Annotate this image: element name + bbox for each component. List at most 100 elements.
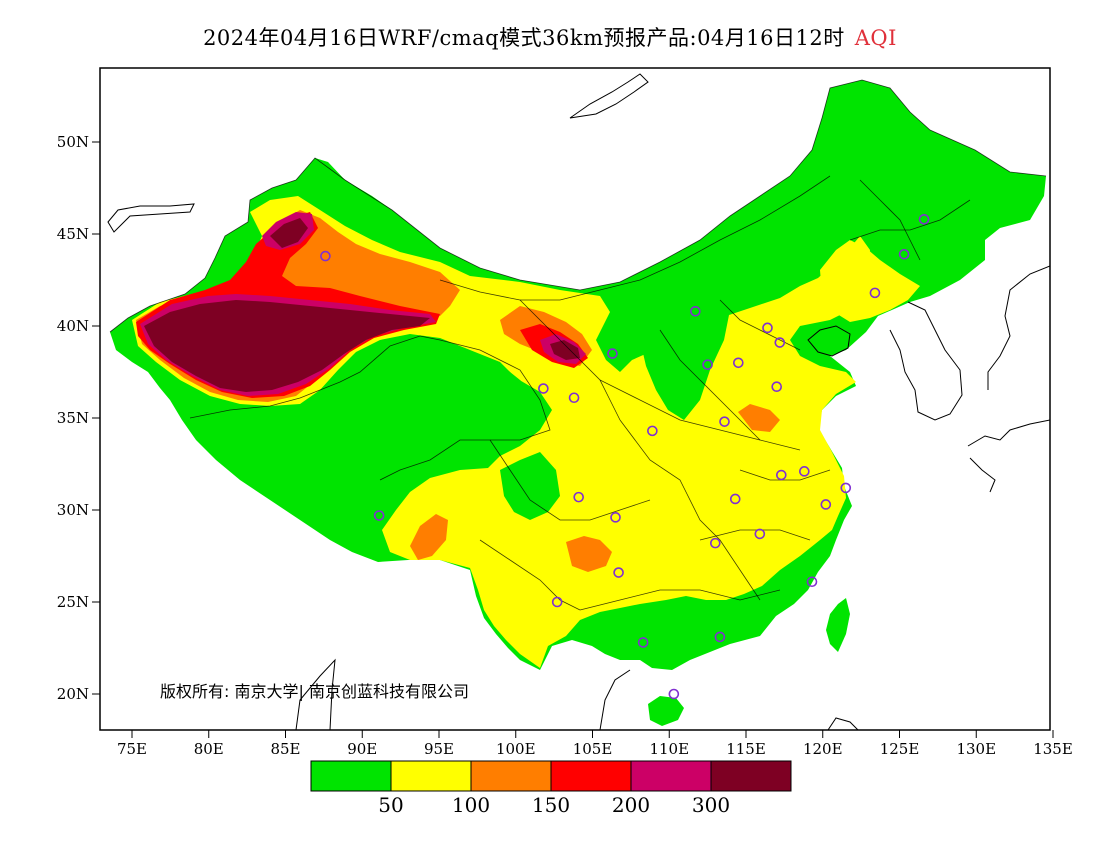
latitude-axis: 50N 45N 40N 35N 30N 25N 20N [57, 133, 100, 703]
taiwan-island [826, 598, 850, 652]
station-marker [898, 248, 910, 260]
colorbar-tick-label: 200 [612, 793, 650, 817]
lat-tick-label: 40N [57, 317, 89, 335]
station-marker [373, 510, 385, 521]
station-marker [918, 213, 930, 225]
coastline-lake-baikal [569, 73, 649, 119]
map-frame [99, 67, 1051, 731]
lat-tick-label: 50N [57, 133, 89, 151]
coastline-indochina [599, 669, 631, 730]
station-marker [647, 425, 658, 437]
border-central-1 [599, 379, 801, 451]
lat-tick-label: 25N [57, 593, 89, 611]
station-marker [820, 499, 832, 510]
lon-tick-label: 105E [573, 740, 613, 758]
lon-tick-label: 110E [649, 740, 689, 758]
border-central-3 [659, 329, 761, 441]
title-variable: AQI [854, 26, 897, 50]
station-marker [714, 631, 726, 643]
province-borders [109, 79, 1047, 611]
lon-tick-label: 90E [347, 740, 377, 758]
aqi-field-maroon-dzungaria [270, 218, 308, 248]
station-marker [702, 359, 713, 370]
station-marker [840, 482, 852, 494]
colorbar-tick-label: 300 [692, 793, 730, 817]
coastlines [107, 73, 1050, 730]
station-marker [320, 250, 331, 262]
colorbar-swatch [310, 760, 392, 792]
border-northeast-2 [859, 179, 921, 261]
station-marker [754, 528, 766, 540]
lat-tick-label: 45N [57, 225, 89, 243]
map-area [107, 73, 1050, 730]
colorbar-swatch [550, 760, 632, 792]
station-marker [869, 287, 881, 299]
lat-tick-label: 30N [57, 501, 89, 519]
coastline-kyushu [967, 419, 1050, 447]
station-marker [799, 466, 810, 477]
station-marker [607, 348, 618, 359]
aqi-field-green-shanxi [640, 296, 730, 420]
map-title: 2024年04月16日WRF/cmaq模式36km预报产品:04月16日12时 A… [0, 22, 1100, 52]
colorbar: 50 100 150 200 300 [310, 760, 792, 817]
coastline-philippines [827, 717, 859, 730]
border-east-1 [719, 299, 801, 351]
hainan-island [648, 696, 684, 726]
border-qinghai [379, 339, 551, 481]
coastline-balkhash [107, 203, 195, 233]
border-east-2 [739, 469, 831, 481]
station-marker [610, 512, 621, 523]
colorbar-tick-label: 150 [532, 793, 570, 817]
colorbar-tick-label: 50 [378, 793, 403, 817]
aqi-field-orange-tibet [410, 514, 448, 560]
station-marker [690, 305, 701, 317]
border-outer [109, 79, 1047, 333]
lon-tick-label: 95E [424, 740, 454, 758]
lon-tick-label: 100E [496, 740, 536, 758]
border-gansu [519, 299, 621, 421]
colorbar-swatch [710, 760, 792, 792]
border-central-2 [619, 419, 761, 601]
aqi-field-yellow-southwest [490, 540, 580, 630]
border-south [579, 589, 781, 611]
lon-tick-label: 120E [803, 740, 843, 758]
border-xinjiang-tibet [189, 335, 441, 419]
aqi-field-yellow-northeast [820, 240, 920, 322]
aqi-field-maroon-taklamakan [144, 300, 430, 392]
station-marker [774, 337, 786, 348]
colorbar-swatch [390, 760, 472, 792]
lat-tick-label: 35N [57, 409, 89, 427]
coastline-korea [889, 301, 963, 421]
station-marker [709, 537, 721, 549]
longitude-axis: 75E 80E 85E 90E 95E 100E 105E 110E 115E 120E 125E 1… [117, 730, 1073, 758]
station-marker [568, 392, 580, 404]
lon-tick-label: 125E [880, 740, 920, 758]
station-marker [637, 637, 649, 648]
lon-tick-label: 130E [956, 740, 996, 758]
station-marker [613, 567, 624, 578]
station-markers [320, 213, 930, 700]
station-marker [719, 416, 730, 427]
lat-tick-label: 20N [57, 685, 89, 703]
station-marker [771, 381, 783, 393]
colorbar-tick-label: 100 [452, 793, 490, 817]
border-northeast-1 [849, 199, 971, 241]
colorbar-swatch [630, 760, 712, 792]
lon-tick-label: 80E [194, 740, 224, 758]
border-yunnan [479, 539, 581, 611]
border-inner-mongolia [439, 175, 831, 301]
station-marker [551, 596, 563, 608]
aqi-field-maroon-gansu [550, 340, 580, 360]
copyright-text: 版权所有: 南京大学| 南京创蓝科技有限公司 [160, 682, 469, 701]
coastline-bay-of-bengal [295, 658, 336, 730]
station-marker [573, 491, 584, 503]
station-marker [776, 469, 787, 481]
station-marker [806, 576, 818, 588]
lon-tick-label: 135E [1033, 740, 1073, 758]
aqi-field-orange-sichuan [566, 536, 612, 572]
station-marker [668, 688, 680, 700]
station-marker [762, 322, 773, 334]
coastline-bohai [807, 325, 851, 357]
coastline-japan [987, 265, 1050, 390]
